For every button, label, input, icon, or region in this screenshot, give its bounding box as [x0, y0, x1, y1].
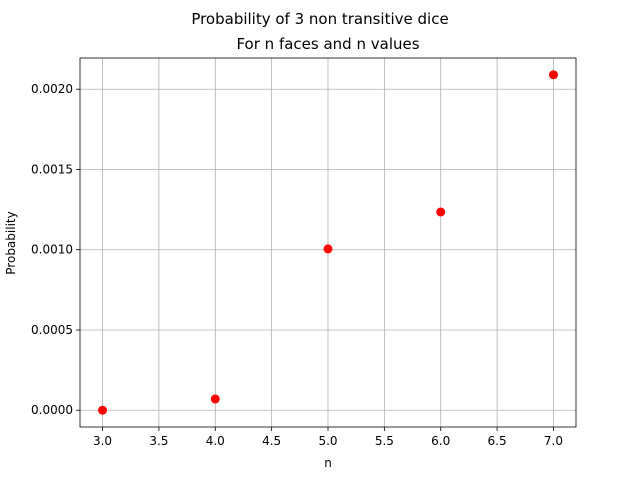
- y-tick-label: 0.0000: [31, 403, 73, 417]
- y-tick-label: 0.0020: [31, 82, 73, 96]
- data-point: [210, 394, 220, 404]
- x-tick-label: 4.0: [206, 434, 225, 448]
- chart-suptitle: Probability of 3 non transitive dice: [191, 10, 448, 28]
- plot-frame: [79, 57, 577, 428]
- x-tick-label: 5.0: [318, 434, 337, 448]
- x-tick-label: 6.0: [431, 434, 450, 448]
- data-point: [323, 244, 333, 254]
- y-tick-label: 0.0005: [31, 323, 73, 337]
- y-tick-label: 0.0015: [31, 162, 73, 176]
- data-point: [98, 405, 108, 415]
- x-tick-label: 3.5: [149, 434, 168, 448]
- y-axis-label: Probability: [4, 211, 18, 274]
- data-points: [98, 70, 558, 415]
- grid-lines: [80, 58, 576, 427]
- data-point: [436, 207, 446, 217]
- x-tick-label: 6.5: [488, 434, 507, 448]
- chart-title: For n faces and n values: [236, 35, 419, 53]
- x-tick-label: 5.5: [375, 434, 394, 448]
- x-tick-label: 4.5: [262, 434, 281, 448]
- axis-ticks: 3.0 3.5 4.0 4.5 5.0 5.5 6.0 6.5 7.0 0.0000 0.0005 0…: [31, 82, 563, 448]
- x-tick-label: 7.0: [544, 434, 563, 448]
- x-axis-label: n: [324, 456, 332, 470]
- y-tick-label: 0.0010: [31, 243, 73, 257]
- data-point: [548, 70, 558, 80]
- x-tick-label: 3.0: [93, 434, 112, 448]
